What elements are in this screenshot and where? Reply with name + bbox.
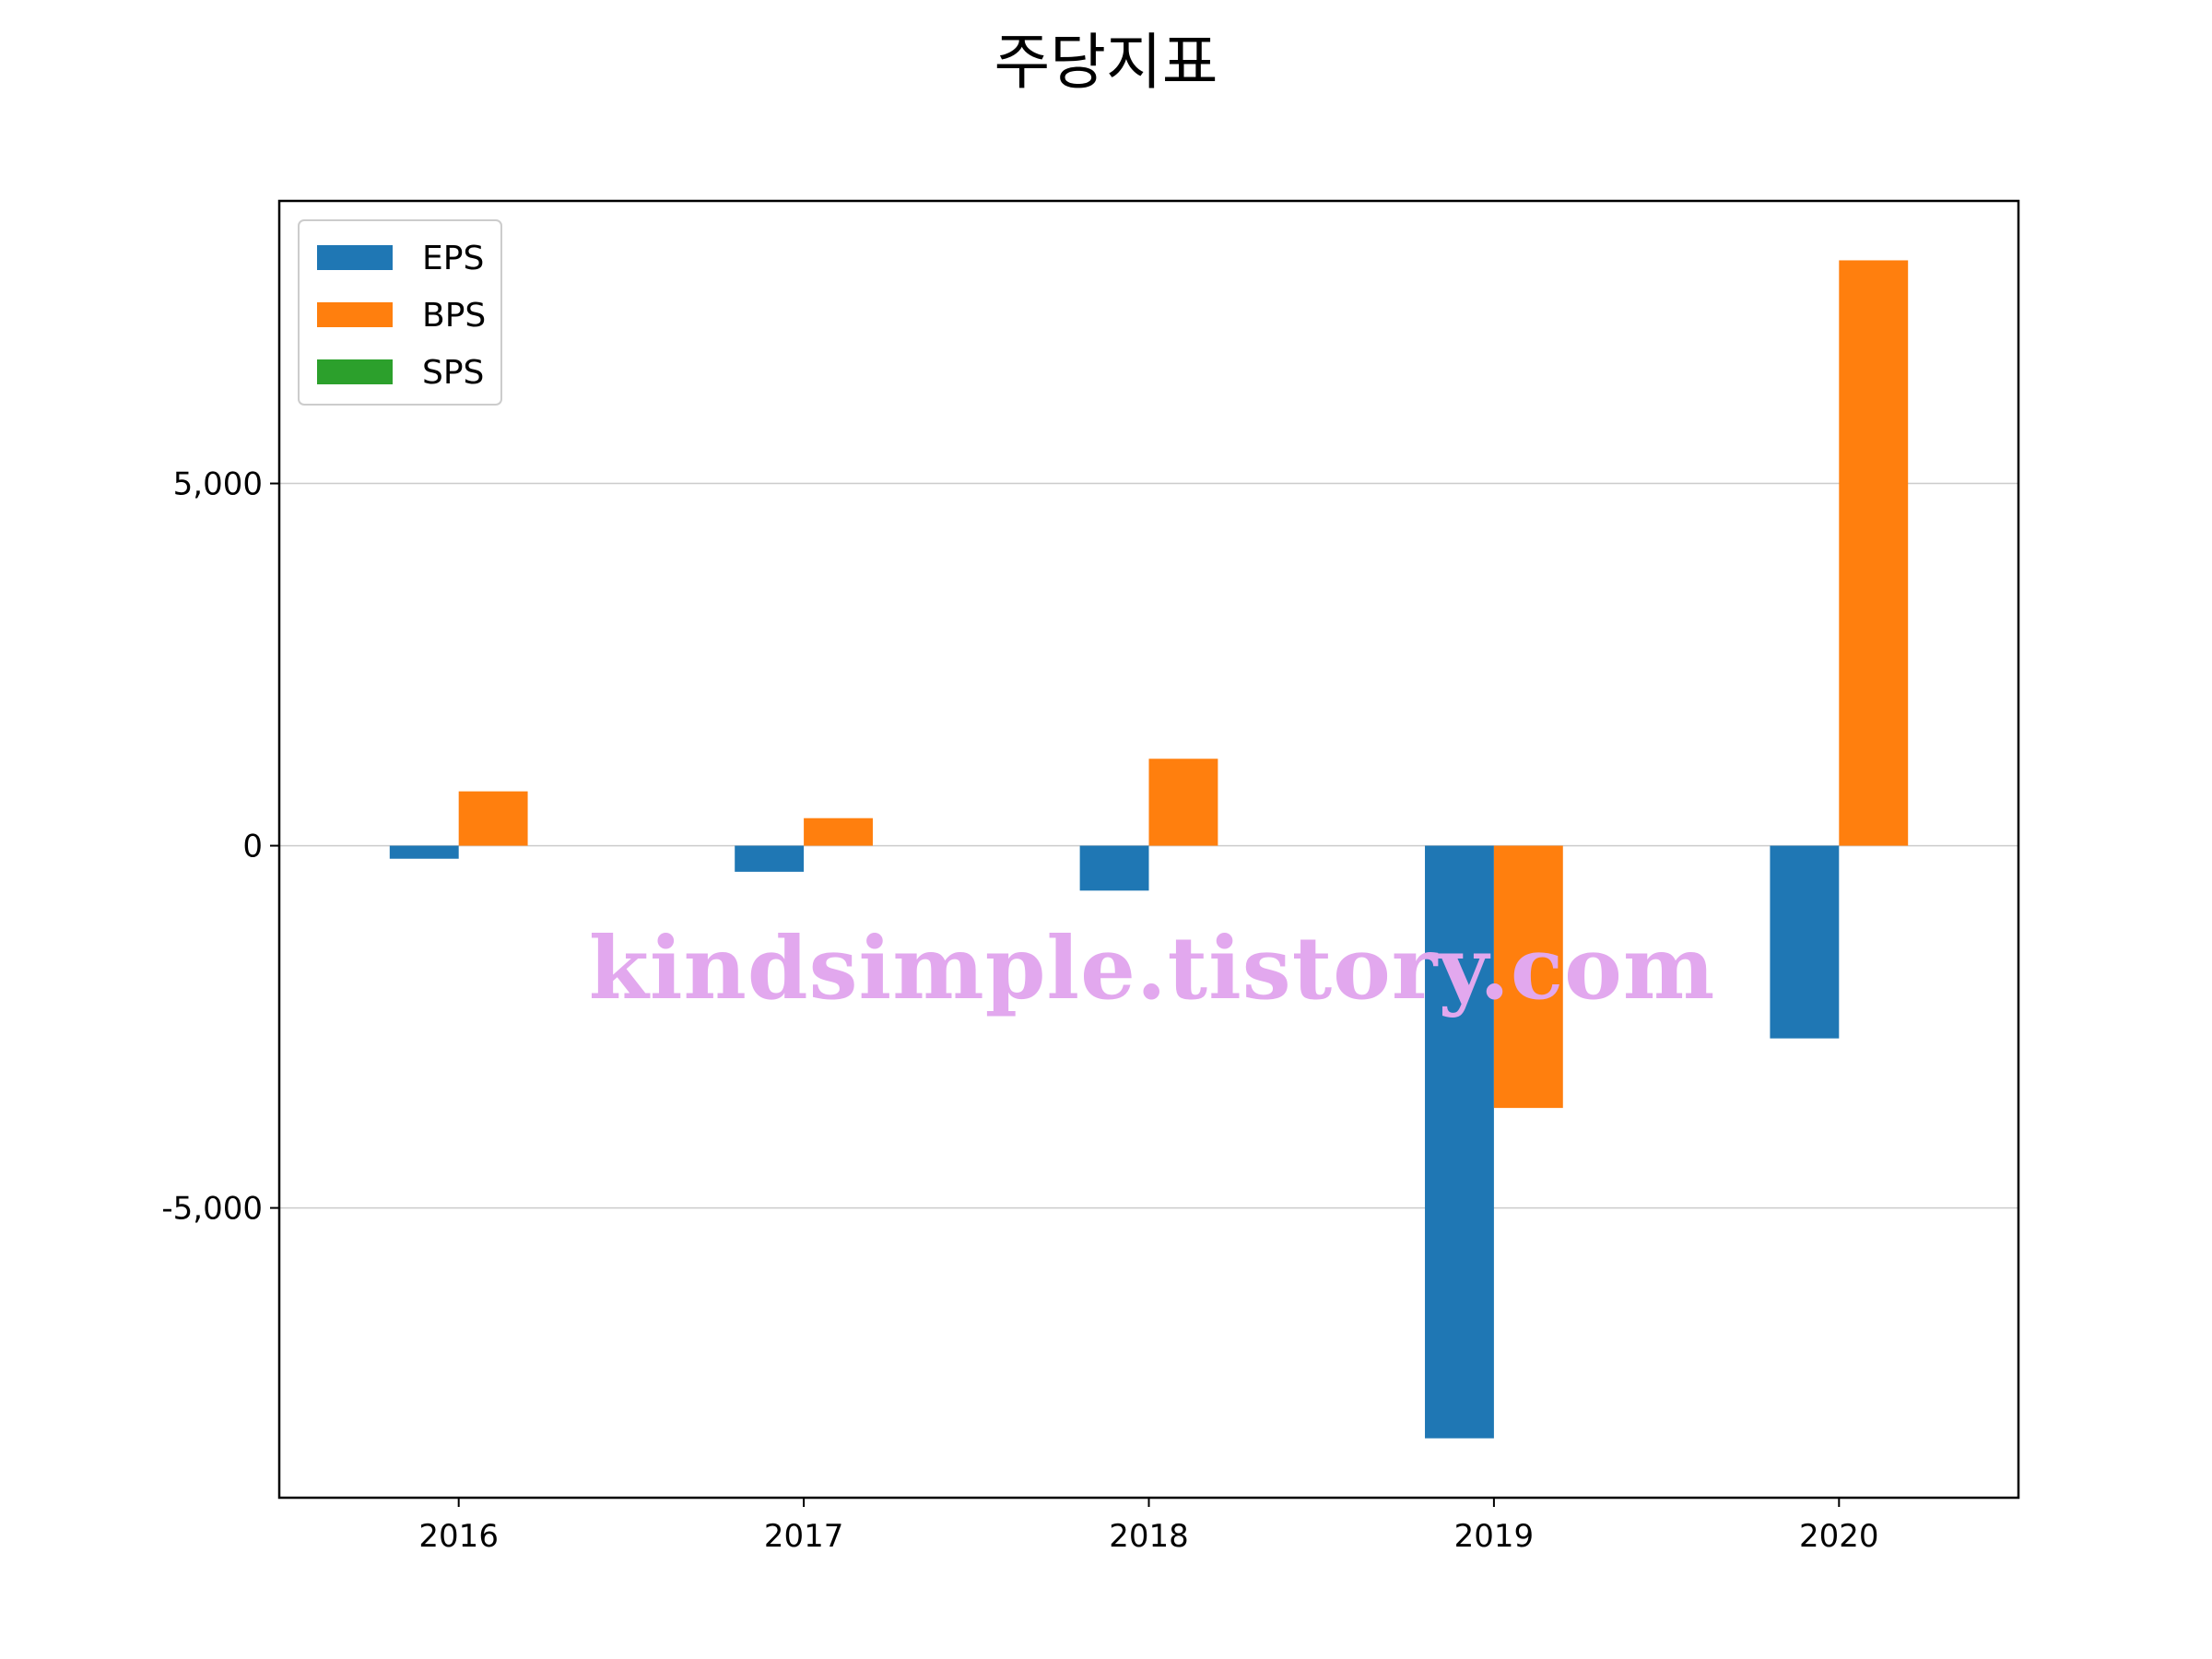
bar-eps-2016 [389,845,459,859]
x-tick-label: 2020 [1799,1518,1879,1555]
bar-bps-2016 [458,791,528,846]
x-tick-label: 2019 [1454,1518,1535,1555]
y-tick-label: 0 [242,829,263,865]
legend-swatch-sps [317,359,393,384]
bar-eps-2018 [1079,845,1149,891]
bar-bps-2017 [804,818,873,846]
legend-label-bps: BPS [422,297,486,335]
legend: EPS BPS SPS [298,219,502,406]
y-tick-label: 5,000 [173,466,263,503]
y-axis: -5,000 0 5,000 [161,466,279,1228]
bar-bps-2020 [1839,260,1909,846]
bar-eps-2017 [735,845,805,872]
bar-eps-2019 [1425,845,1494,1439]
x-axis: 2016 2017 2018 2019 2020 [418,1498,1879,1555]
legend-swatch-eps [317,245,393,270]
watermark-text: kindsimple.tistory.com [589,918,1716,1019]
legend-label-sps: SPS [422,354,484,392]
x-tick-label: 2018 [1109,1518,1189,1555]
legend-label-eps: EPS [422,240,484,277]
bar-eps-2020 [1770,845,1840,1039]
x-tick-label: 2016 [418,1518,499,1555]
bars [389,260,1909,1439]
bar-bps-2019 [1493,845,1563,1109]
y-tick-label: -5,000 [161,1191,263,1228]
legend-swatch-bps [317,302,393,327]
chart-title: 주당지표 [994,27,1218,98]
bar-bps-2018 [1148,759,1218,846]
x-tick-label: 2017 [764,1518,844,1555]
